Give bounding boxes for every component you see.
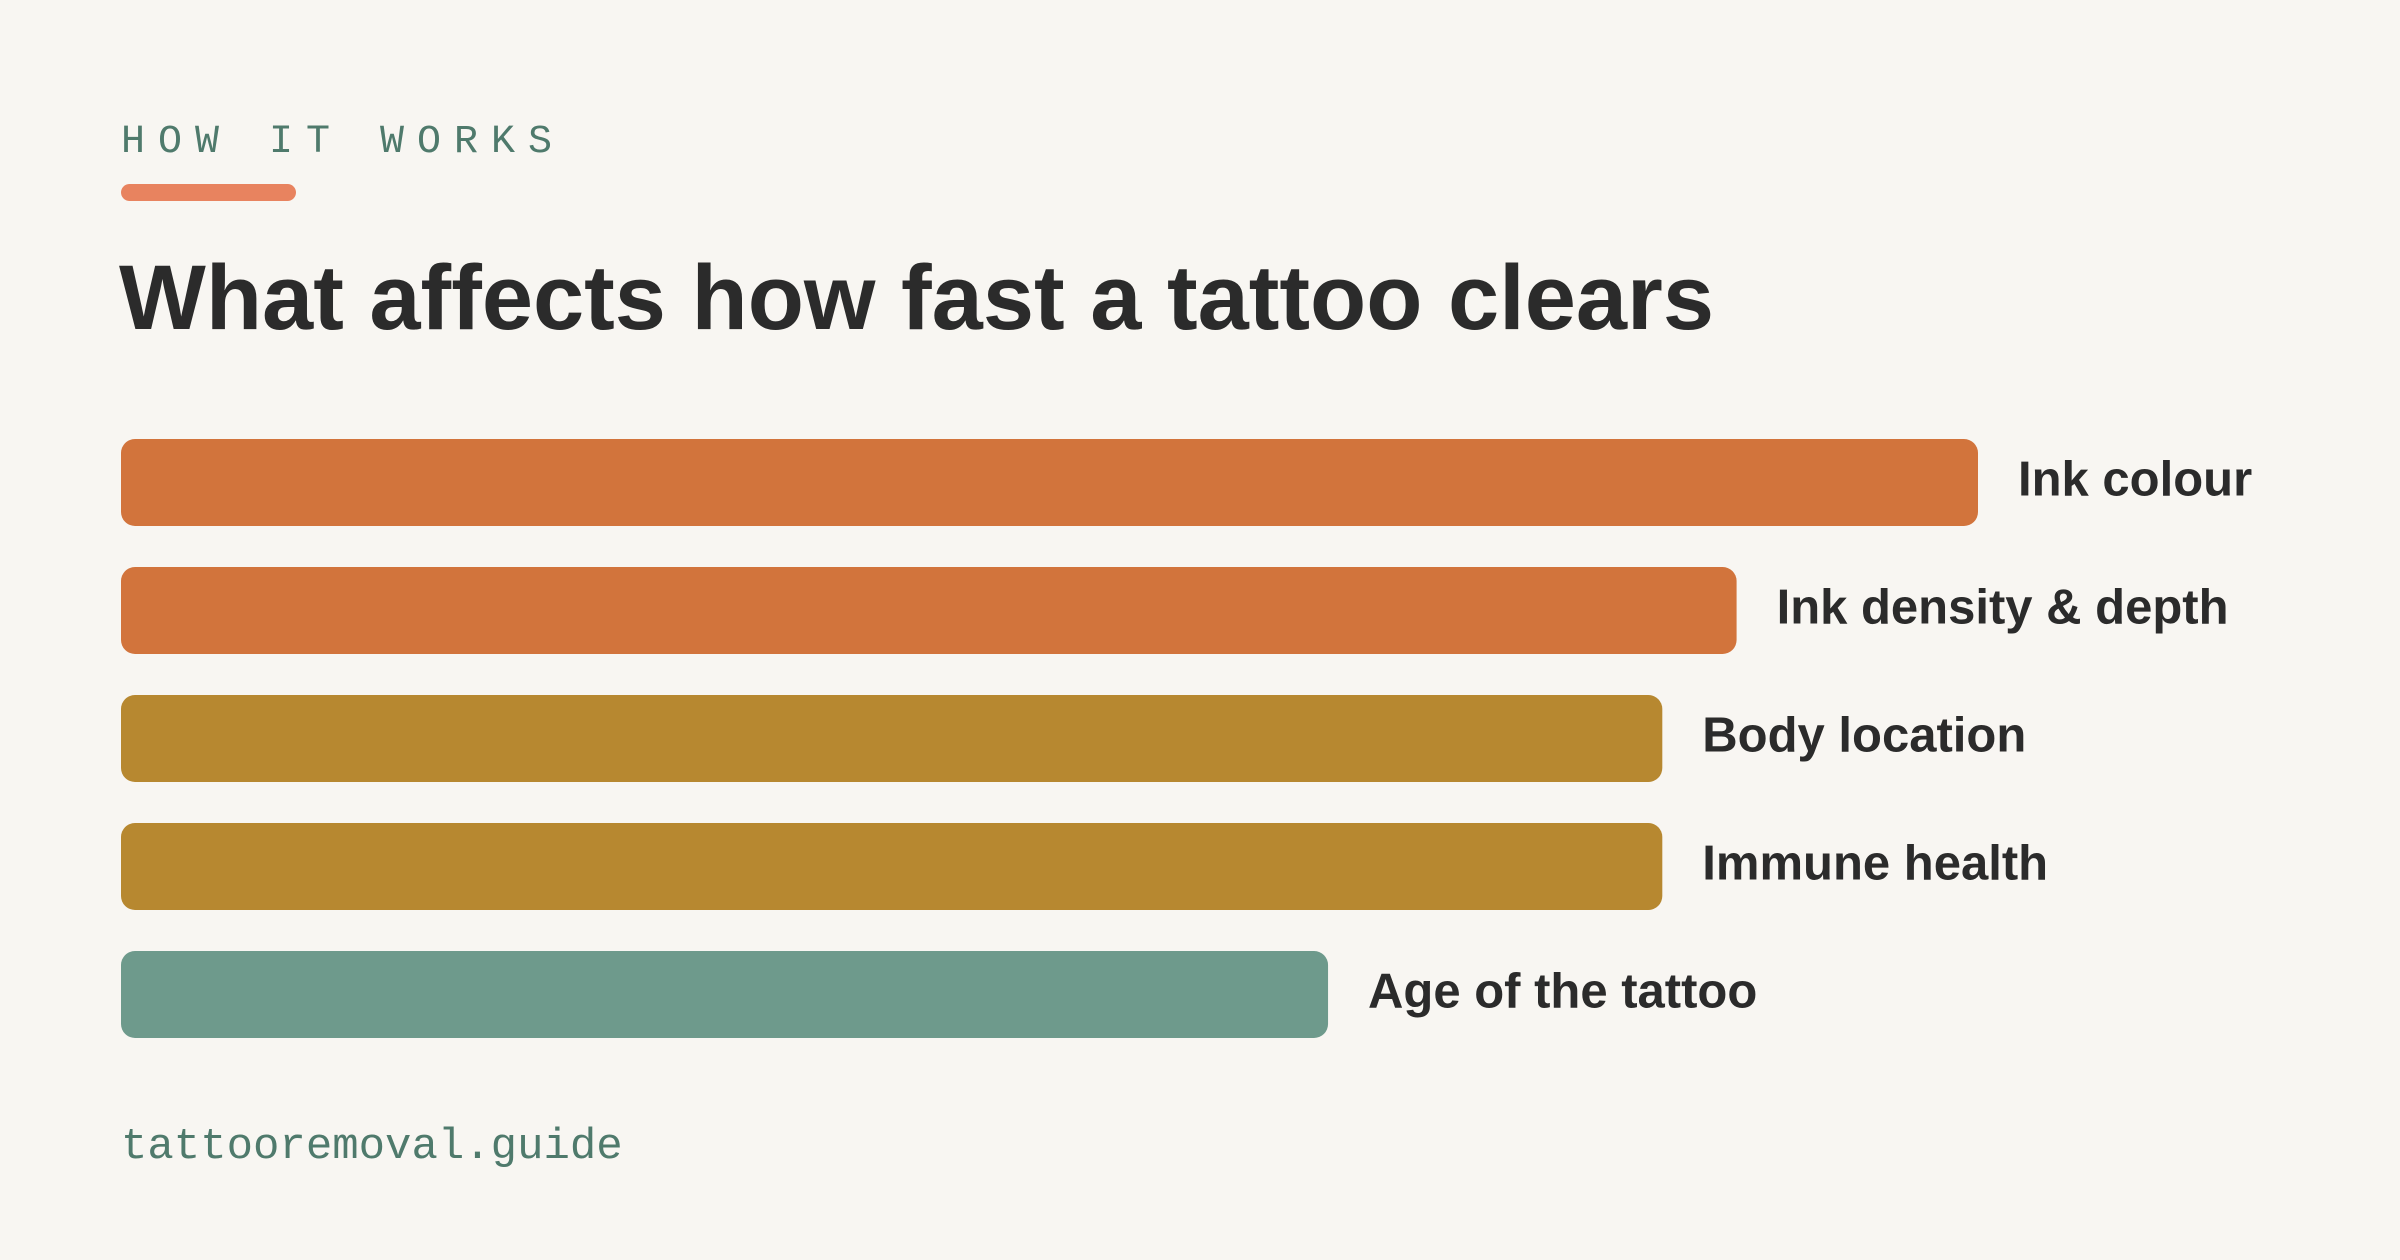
bar-label: Age of the tattoo <box>1368 964 1757 1018</box>
bar <box>121 951 1329 1038</box>
eyebrow: HOW IT WORKS <box>121 120 565 165</box>
bar <box>121 695 1663 782</box>
bar <box>121 567 1737 654</box>
accent-underline <box>121 184 296 201</box>
footer: tattooremoval.guide <box>121 1122 623 1172</box>
chart-title: What affects how fast a tattoo clears <box>119 247 1714 349</box>
bar-label: Ink colour <box>2018 452 2252 506</box>
bar-label: Immune health <box>1702 836 2048 890</box>
bar-label: Body location <box>1702 708 2026 762</box>
bar <box>121 823 1663 910</box>
bar <box>121 439 1978 526</box>
bar-label: Ink density & depth <box>1777 580 2229 634</box>
